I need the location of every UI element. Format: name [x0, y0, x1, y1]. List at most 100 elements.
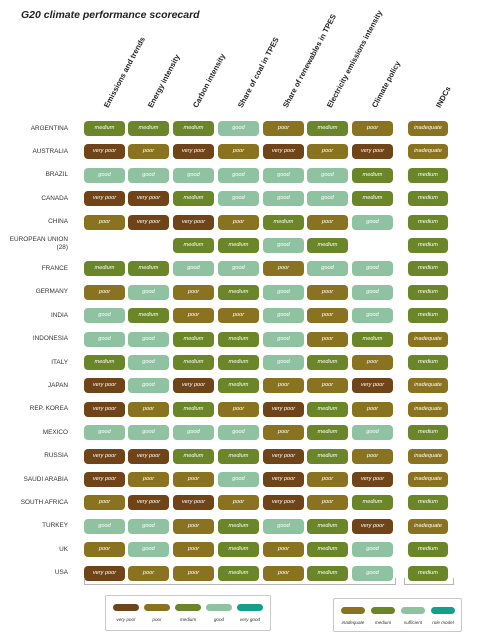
cell-china-energy-intensity: very poor	[128, 214, 169, 230]
cell-australia-climate-policy: very poor	[352, 144, 393, 160]
cell-italy-electricity-emissions-intensity: medium	[307, 355, 348, 370]
cell-italy-energy-intensity: good	[128, 355, 169, 370]
cell-south-africa-electricity-emissions-intensity: poor	[307, 495, 348, 511]
cell-saudi-arabia-energy-intensity: poor	[128, 472, 169, 487]
legend-swatch-very-good	[237, 604, 263, 611]
legend-label-poor: poor	[152, 617, 162, 622]
cell-india-share-of-coal-in-tpes: poor	[218, 308, 259, 324]
row-label-japan: JAPAN	[47, 381, 68, 389]
cell-usa-carbon-intensity: poor	[173, 565, 214, 581]
cell-canada-carbon-intensity: medium	[173, 191, 214, 207]
row-label-argentina: ARGENTINA	[30, 124, 68, 132]
row-label-germany: GERMANY	[35, 288, 68, 296]
cell-argentina-climate-policy: poor	[352, 121, 393, 136]
cell-mexico-climate-policy: good	[352, 425, 393, 441]
legend-swatch-medium	[175, 604, 201, 611]
legend-swatch-good	[206, 604, 232, 611]
cell-japan-share-of-coal-in-tpes: medium	[218, 378, 259, 394]
cell-australia-share-of-coal-in-tpes: poor	[218, 144, 259, 160]
cell-brazil-indc: medium	[408, 167, 448, 183]
cell-china-indc: medium	[408, 214, 448, 230]
cell-argentina-emissions-and-trends: medium	[84, 121, 125, 136]
cell-uk-electricity-emissions-intensity: medium	[307, 542, 348, 558]
cell-mexico-indc: medium	[408, 425, 448, 441]
cell-indonesia-climate-policy: medium	[352, 331, 393, 347]
cell-indonesia-indc: inadequate	[408, 331, 448, 347]
cell-russia-carbon-intensity: medium	[173, 448, 214, 464]
cell-south-africa-share-of-renewables-in-tpes: very poor	[263, 495, 304, 511]
cell-usa-energy-intensity: poor	[128, 565, 169, 581]
cell-european-union-28-indc: medium	[408, 238, 448, 253]
cell-usa-indc: medium	[408, 565, 448, 581]
row-label-south-africa: SOUTH AFRICA	[20, 498, 68, 506]
cell-india-electricity-emissions-intensity: poor	[307, 308, 348, 324]
cell-france-emissions-and-trends: medium	[84, 261, 125, 277]
cell-south-africa-carbon-intensity: very poor	[173, 495, 214, 511]
chart-title: G20 climate performance scorecard	[21, 9, 200, 21]
ratings-legend: very poor poor medium good very good	[105, 595, 271, 631]
cell-uk-energy-intensity: good	[128, 542, 169, 558]
cell-turkey-climate-policy: very poor	[352, 518, 393, 534]
legend-swatch-medium	[371, 607, 395, 614]
cell-saudi-arabia-climate-policy: very poor	[352, 472, 393, 487]
cell-germany-climate-policy: good	[352, 284, 393, 300]
cell-uk-emissions-and-trends: poor	[84, 542, 125, 558]
legend-label-very-good: very good	[239, 617, 261, 622]
cell-turkey-emissions-and-trends: good	[84, 518, 125, 534]
legend-swatch-poor	[144, 604, 170, 611]
cell-france-share-of-renewables-in-tpes: poor	[263, 261, 304, 277]
cell-mexico-carbon-intensity: good	[173, 425, 214, 441]
cell-brazil-share-of-coal-in-tpes: good	[218, 167, 259, 183]
row-label-rep-korea: REP. KOREA	[29, 405, 68, 413]
cell-uk-share-of-coal-in-tpes: medium	[218, 542, 259, 558]
cell-india-climate-policy: good	[352, 308, 393, 324]
cell-argentina-share-of-coal-in-tpes: good	[218, 121, 259, 136]
cell-germany-electricity-emissions-intensity: poor	[307, 284, 348, 300]
cell-rep-korea-share-of-renewables-in-tpes: very poor	[263, 401, 304, 417]
cell-germany-indc: medium	[408, 284, 448, 300]
cell-usa-climate-policy: good	[352, 565, 393, 581]
cell-italy-climate-policy: poor	[352, 355, 393, 370]
row-label-canada: CANADA	[41, 194, 68, 202]
cell-japan-indc: inadequate	[408, 378, 448, 394]
row-label-indonesia: INDONESIA	[32, 335, 68, 343]
cell-indonesia-energy-intensity: good	[128, 331, 169, 347]
scorecard-grid: ARGENTINA medium medium medium good poor mediu…	[10, 121, 448, 581]
cell-south-africa-climate-policy: medium	[352, 495, 393, 511]
cell-south-africa-indc: medium	[408, 495, 448, 511]
cell-brazil-energy-intensity: good	[128, 167, 169, 183]
cell-france-carbon-intensity: good	[173, 261, 214, 277]
cell-brazil-electricity-emissions-intensity: good	[307, 167, 348, 183]
cell-india-emissions-and-trends: good	[84, 308, 125, 324]
cell-russia-electricity-emissions-intensity: medium	[307, 448, 348, 464]
cell-european-union-28-carbon-intensity: medium	[173, 238, 214, 253]
cell-saudi-arabia-emissions-and-trends: very poor	[84, 472, 125, 487]
cell-argentina-energy-intensity: medium	[128, 121, 169, 136]
ratings-bracket	[84, 578, 396, 585]
cell-turkey-electricity-emissions-intensity: medium	[307, 518, 348, 534]
cell-brazil-share-of-renewables-in-tpes: good	[263, 167, 304, 183]
cell-india-carbon-intensity: poor	[173, 308, 214, 324]
row-label-saudi-arabia: SAUDI ARABIA	[23, 475, 68, 483]
cell-saudi-arabia-carbon-intensity: poor	[173, 472, 214, 487]
cell-canada-emissions-and-trends: very poor	[84, 191, 125, 207]
cell-australia-indc: inadequate	[408, 144, 448, 160]
cell-rep-korea-share-of-coal-in-tpes: poor	[218, 401, 259, 417]
cell-france-share-of-coal-in-tpes: good	[218, 261, 259, 277]
cell-brazil-climate-policy: medium	[352, 167, 393, 183]
cell-italy-emissions-and-trends: medium	[84, 355, 125, 370]
cell-indonesia-carbon-intensity: medium	[173, 331, 214, 347]
legend-swatch-sufficient	[401, 607, 425, 614]
cell-uk-indc: medium	[408, 542, 448, 558]
cell-indonesia-share-of-coal-in-tpes: medium	[218, 331, 259, 347]
cell-japan-share-of-renewables-in-tpes: poor	[263, 378, 304, 394]
legend-label-sufficient: sufficient	[403, 620, 423, 625]
row-label-usa: USA	[54, 569, 68, 577]
cell-italy-share-of-renewables-in-tpes: good	[263, 355, 304, 370]
cell-turkey-share-of-coal-in-tpes: medium	[218, 518, 259, 534]
cell-usa-emissions-and-trends: very poor	[84, 565, 125, 581]
cell-argentina-electricity-emissions-intensity: medium	[307, 121, 348, 136]
cell-france-energy-intensity: medium	[128, 261, 169, 277]
cell-canada-share-of-coal-in-tpes: good	[218, 191, 259, 207]
cell-argentina-share-of-renewables-in-tpes: poor	[263, 121, 304, 136]
